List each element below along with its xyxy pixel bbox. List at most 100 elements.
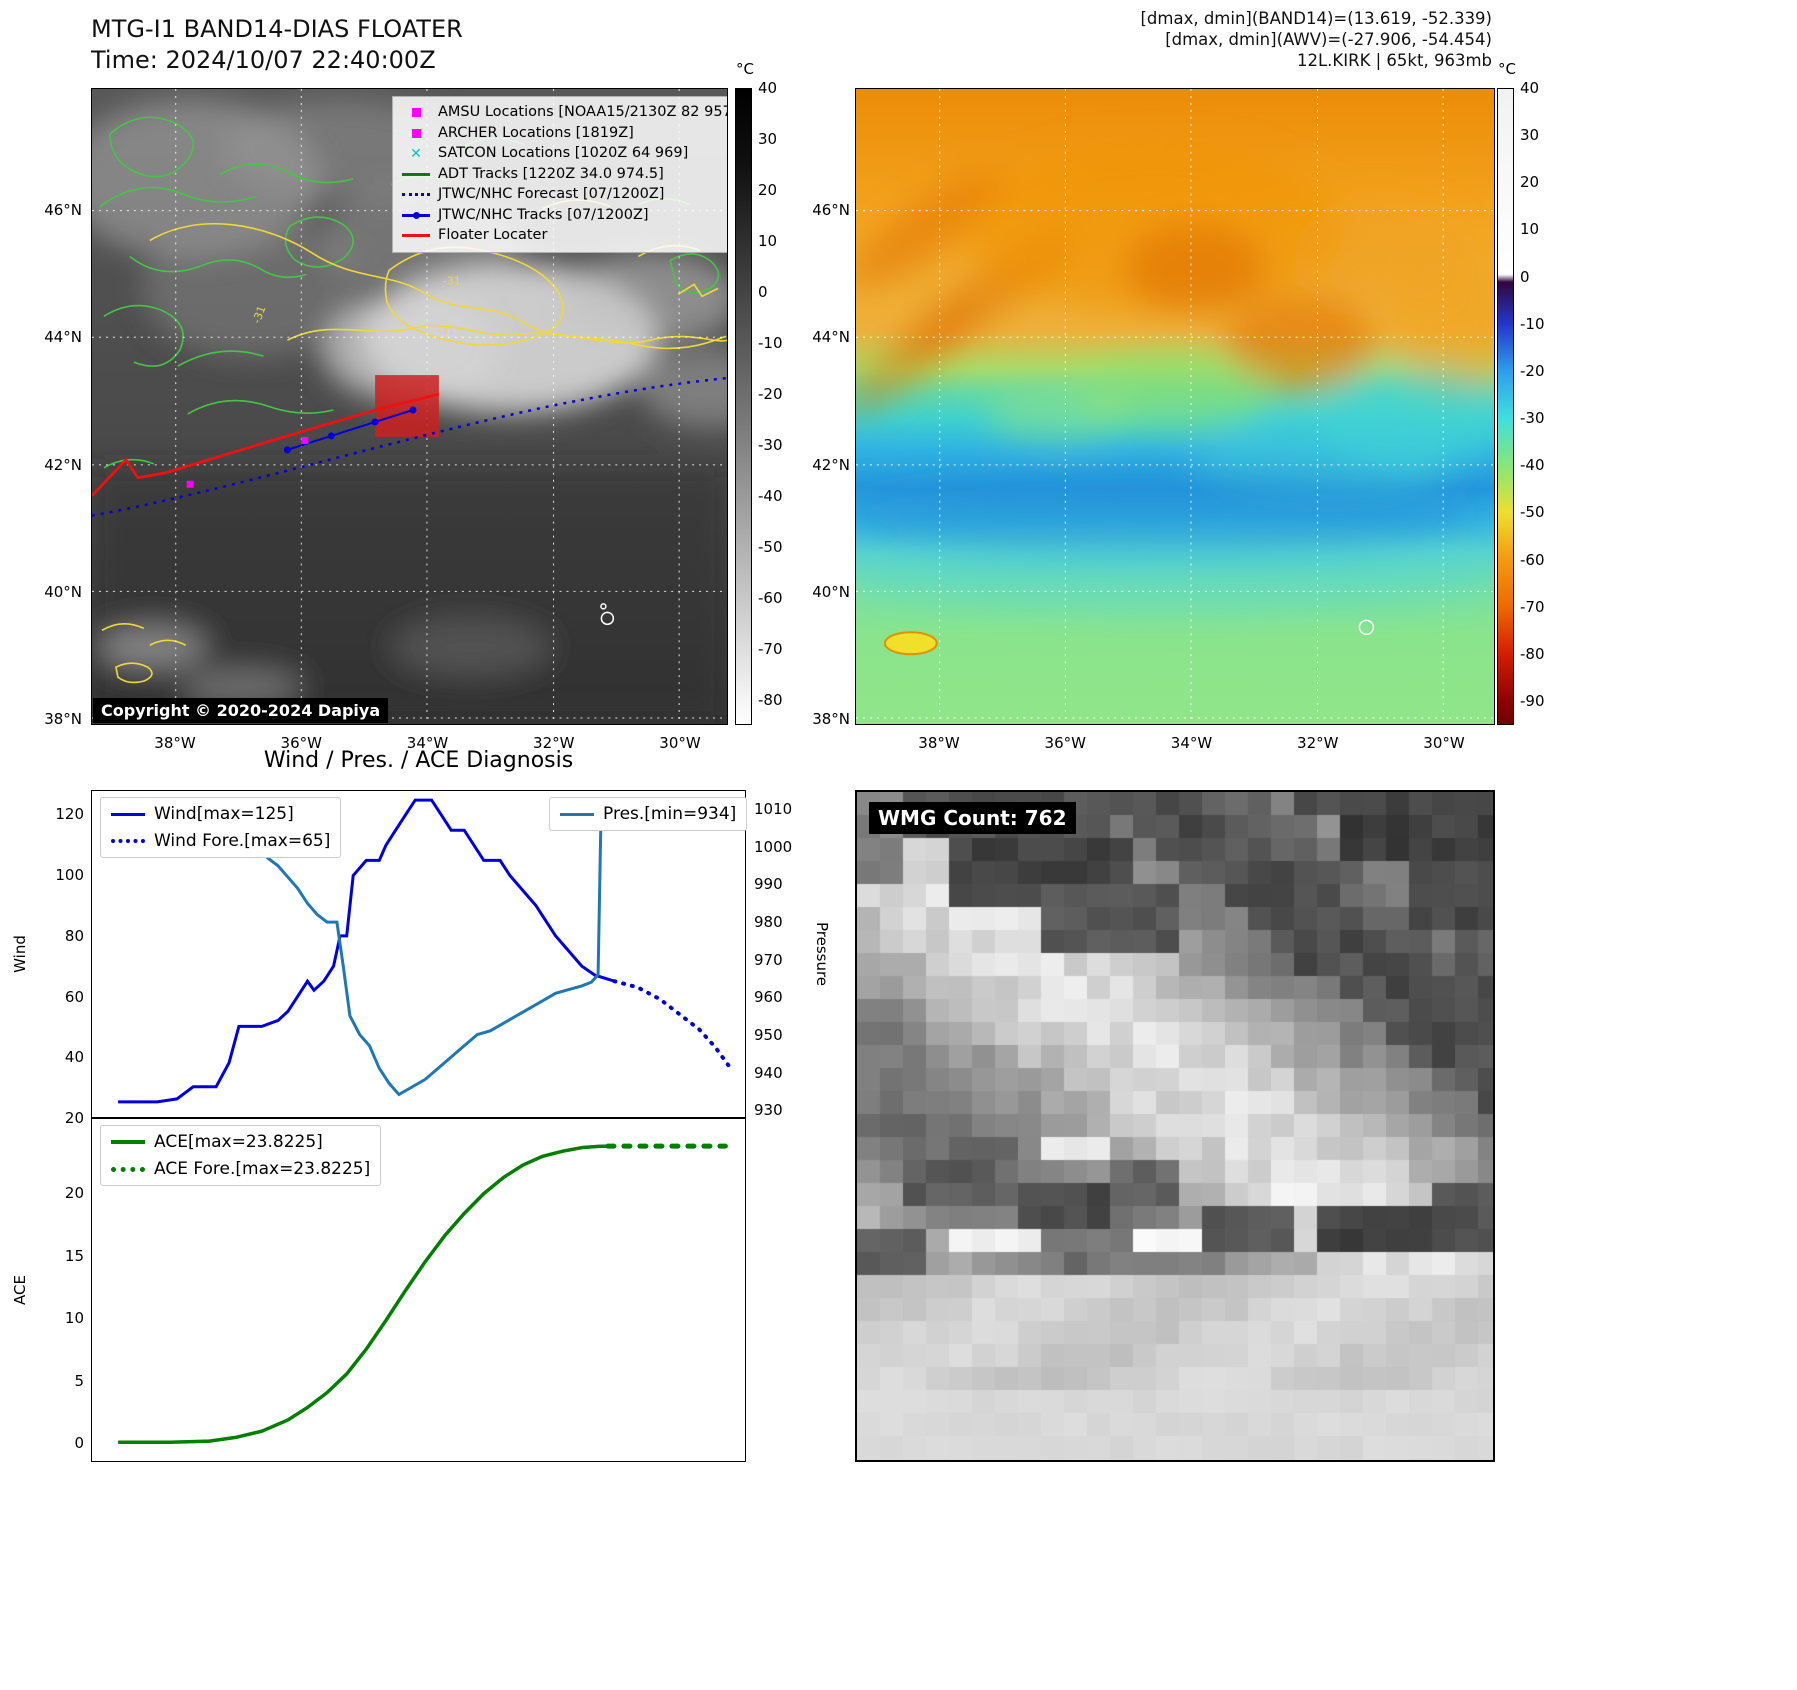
tick-label: -70 bbox=[1520, 597, 1545, 616]
tick-label: -20 bbox=[1520, 361, 1545, 380]
tick-label: 80 bbox=[64, 926, 84, 945]
cyan-x-icon: ✕ bbox=[410, 145, 422, 162]
legend-label: JTWC/NHC Tracks [07/1200Z] bbox=[438, 206, 649, 223]
warm-spot bbox=[883, 631, 938, 656]
wind-forecast-swatch bbox=[111, 839, 145, 843]
tick-label: 0 bbox=[1520, 267, 1530, 286]
tick-label: -20 bbox=[758, 384, 783, 403]
legend-label: JTWC/NHC Forecast [07/1200Z] bbox=[438, 186, 665, 202]
contour-label: -31 bbox=[437, 324, 455, 337]
blue-line-dot-icon bbox=[401, 208, 431, 222]
tick-label: 990 bbox=[754, 875, 783, 894]
legend-label: ARCHER Locations [1819Z] bbox=[438, 124, 634, 141]
tick-label: 42°N bbox=[812, 455, 850, 474]
diagnosis-title: Wind / Pres. / ACE Diagnosis bbox=[263, 748, 574, 773]
legend-item: ✕ SATCON Locations [1020Z 64 969] bbox=[401, 144, 727, 164]
wind-axis-label: Wind bbox=[11, 935, 29, 973]
legend-label: SATCON Locations [1020Z 64 969] bbox=[438, 145, 689, 161]
tick-label: 1000 bbox=[754, 837, 793, 856]
band14-map-legend: AMSU Locations [NOAA15/2130Z 82 957] ARC… bbox=[392, 96, 727, 253]
tick-label: 980 bbox=[754, 912, 783, 931]
ace-line-swatch bbox=[111, 1140, 145, 1144]
tick-label: 5 bbox=[74, 1371, 84, 1390]
tick-label: 34°W bbox=[1170, 734, 1213, 752]
legend-item: Wind[max=125] bbox=[111, 804, 330, 824]
tick-label: 20 bbox=[1520, 173, 1540, 192]
legend-item: JTWC/NHC Forecast [07/1200Z] bbox=[401, 185, 727, 205]
series-line bbox=[170, 797, 603, 1097]
green-line-icon bbox=[401, 167, 431, 181]
tick-label: 30°W bbox=[659, 734, 701, 752]
magenta-square-icon bbox=[401, 106, 431, 120]
series-line bbox=[118, 798, 615, 1104]
band14-colorbar bbox=[735, 88, 752, 725]
tick-label: 970 bbox=[754, 950, 783, 969]
tick-label: 34°W bbox=[406, 734, 449, 752]
wind-legend: Wind[max=125] Wind Fore.[max=65] bbox=[100, 797, 342, 858]
dmax-dmin-band14: [dmax, dmin](BAND14)=(13.619, -52.339) bbox=[1140, 9, 1492, 28]
legend-label: Floater Locater bbox=[438, 227, 548, 243]
contour-label: -31 bbox=[250, 304, 268, 325]
band14-subtitle: Time: 2024/10/07 22:40:00Z bbox=[91, 46, 436, 74]
tick-label: -40 bbox=[1520, 456, 1545, 475]
wmg-panel: WMG Count: 762 bbox=[855, 790, 1495, 1462]
amsu-location-marker bbox=[186, 480, 194, 488]
tick-label: 38°N bbox=[44, 710, 82, 728]
legend-item: AMSU Locations [NOAA15/2130Z 82 957] bbox=[401, 103, 727, 123]
awv-colorbar bbox=[1497, 88, 1514, 725]
tick-label: 930 bbox=[754, 1101, 783, 1120]
tick-label: -50 bbox=[1520, 503, 1545, 522]
tick-label: 940 bbox=[754, 1063, 783, 1082]
legend-item: Pres.[min=934] bbox=[560, 804, 736, 824]
tick-label: -40 bbox=[758, 486, 783, 505]
awv-colorbar-unit: °C bbox=[1498, 60, 1516, 78]
legend-item: Wind Fore.[max=65] bbox=[111, 831, 330, 851]
tick-label: 960 bbox=[754, 988, 783, 1007]
legend-label: Wind[max=125] bbox=[154, 804, 294, 824]
tick-label: 0 bbox=[758, 282, 768, 301]
tick-label: 30 bbox=[758, 129, 778, 148]
jtwc-forecast-track bbox=[92, 376, 727, 517]
wind-line-swatch bbox=[111, 812, 145, 816]
tick-label: 44°N bbox=[812, 328, 850, 347]
island-contour bbox=[600, 603, 615, 626]
band14-lon-ticks: 38°W 36°W 34°W 32°W 30°W bbox=[91, 731, 728, 753]
tick-label: 15 bbox=[64, 1246, 84, 1265]
tick-label: 10 bbox=[1520, 220, 1540, 239]
awv-lat-ticks: 46°N 44°N 42°N 40°N 38°N bbox=[796, 88, 850, 728]
band14-colorbar-ticks: 40 30 20 10 0 -10 -20 -30 -40 -50 -60 -70 -80 bbox=[758, 79, 802, 725]
floater-locater-track bbox=[92, 392, 440, 497]
wmg-count-label: WMG Count: 762 bbox=[869, 802, 1076, 834]
band14-colorbar-unit: °C bbox=[736, 60, 754, 78]
tick-label: 44°N bbox=[44, 328, 82, 347]
red-line-icon bbox=[401, 229, 431, 243]
legend-item: ARCHER Locations [1819Z] bbox=[401, 124, 727, 144]
awv-satellite-image bbox=[856, 89, 1494, 724]
tick-label: 20 bbox=[64, 1184, 84, 1203]
legend-label: ADT Tracks [1220Z 34.0 974.5] bbox=[438, 165, 664, 182]
tick-label: 40°N bbox=[44, 582, 82, 601]
graticule bbox=[856, 89, 1494, 724]
ace-axis-label: ACE bbox=[11, 1275, 29, 1305]
wind-axis-ticks: 120 100 80 60 40 20 bbox=[38, 790, 84, 1127]
band14-lat-ticks: 46°N 44°N 42°N 40°N 38°N bbox=[28, 88, 82, 728]
legend-item: ACE Fore.[max=23.8225] bbox=[111, 1159, 370, 1179]
tick-label: -30 bbox=[758, 435, 783, 454]
legend-label: ACE[max=23.8225] bbox=[154, 1132, 323, 1152]
tick-label: 20 bbox=[64, 1109, 84, 1127]
ace-axis-ticks: 20 15 10 5 0 bbox=[38, 1118, 84, 1462]
tick-label: -70 bbox=[758, 639, 783, 658]
band14-title: MTG-I1 BAND14-DIAS FLOATER bbox=[91, 15, 463, 43]
tick-label: 40 bbox=[758, 79, 778, 97]
legend-item: ACE[max=23.8225] bbox=[111, 1132, 370, 1152]
tick-label: 38°W bbox=[918, 734, 960, 752]
tick-label: 10 bbox=[758, 231, 778, 250]
floater-target-box bbox=[375, 375, 439, 437]
cloud-texture bbox=[92, 98, 727, 724]
pressure-line-swatch bbox=[560, 812, 594, 816]
band14-title-block: MTG-I1 BAND14-DIAS FLOATER Time: 2024/10… bbox=[91, 14, 463, 76]
tick-label: 20 bbox=[758, 180, 778, 199]
ace-legend: ACE[max=23.8225] ACE Fore.[max=23.8225] bbox=[100, 1125, 382, 1186]
series-line bbox=[118, 1144, 608, 1445]
tick-label: 36°W bbox=[1044, 734, 1086, 752]
